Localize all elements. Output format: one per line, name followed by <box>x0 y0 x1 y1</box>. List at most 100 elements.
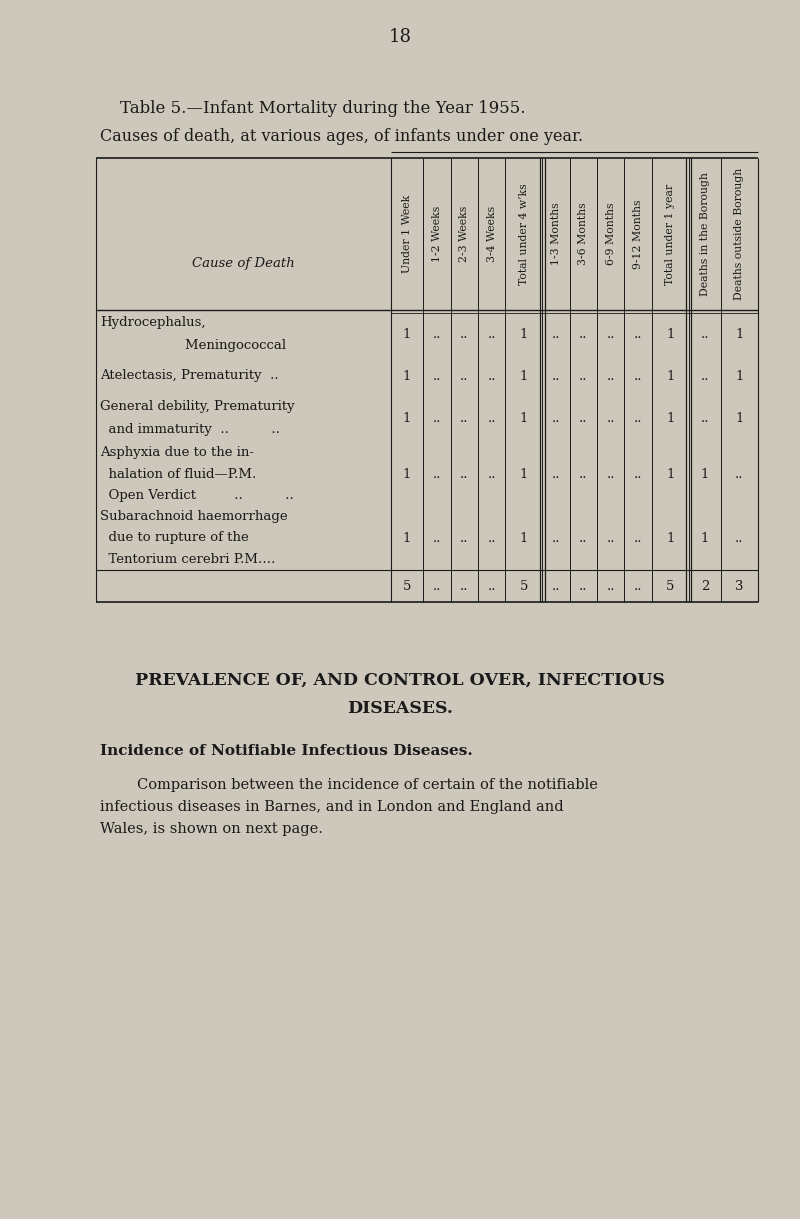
Text: 1: 1 <box>403 531 411 545</box>
Text: ..: .. <box>606 531 615 545</box>
Text: 1: 1 <box>701 468 709 480</box>
Text: 1: 1 <box>666 412 674 424</box>
Text: ..: .. <box>701 328 709 340</box>
Text: ..: .. <box>606 369 615 383</box>
Text: 1: 1 <box>520 468 528 480</box>
Text: ..: .. <box>460 579 469 592</box>
Text: ..: .. <box>552 412 560 424</box>
Text: Table 5.—Infant Mortality during the Year 1955.: Table 5.—Infant Mortality during the Yea… <box>120 100 526 117</box>
Text: Deaths in the Borough: Deaths in the Borough <box>700 172 710 296</box>
Text: ..: .. <box>552 468 560 480</box>
Text: ..: .. <box>487 328 496 340</box>
Text: 3-4 Weeks: 3-4 Weeks <box>486 206 497 262</box>
Text: Tentorium cerebri P.M.…: Tentorium cerebri P.M.… <box>100 553 275 566</box>
Text: halation of fluid—P.M.: halation of fluid—P.M. <box>100 468 256 480</box>
Text: ..: .. <box>433 531 441 545</box>
Text: ..: .. <box>487 579 496 592</box>
Text: ..: .. <box>487 369 496 383</box>
Text: Asphyxia due to the in-: Asphyxia due to the in- <box>100 446 254 460</box>
Text: Atelectasis, Prematurity  ..: Atelectasis, Prematurity .. <box>100 369 278 383</box>
Text: ..: .. <box>579 468 588 480</box>
Text: ..: .. <box>460 468 469 480</box>
Text: 1-3 Months: 1-3 Months <box>551 202 561 266</box>
Text: 18: 18 <box>389 28 411 46</box>
Text: ..: .. <box>579 531 588 545</box>
Text: PREVALENCE OF, AND CONTROL OVER, INFECTIOUS: PREVALENCE OF, AND CONTROL OVER, INFECTI… <box>135 672 665 689</box>
Text: ..: .. <box>634 531 642 545</box>
Text: infectious diseases in Barnes, and in London and England and: infectious diseases in Barnes, and in Lo… <box>100 800 564 814</box>
Text: due to rupture of the: due to rupture of the <box>100 531 249 545</box>
Text: ..: .. <box>433 579 441 592</box>
Text: ..: .. <box>487 531 496 545</box>
Text: Under 1 Week: Under 1 Week <box>402 195 412 273</box>
Text: 5: 5 <box>403 579 411 592</box>
Text: ..: .. <box>579 369 588 383</box>
Text: and immaturity  ..          ..: and immaturity .. .. <box>100 423 280 436</box>
Text: Wales, is shown on next page.: Wales, is shown on next page. <box>100 822 323 836</box>
Text: ..: .. <box>606 468 615 480</box>
Text: 6-9 Months: 6-9 Months <box>606 202 616 266</box>
Text: 5: 5 <box>666 579 674 592</box>
Text: Total under 4 w’ks: Total under 4 w’ks <box>518 183 529 285</box>
Text: 1: 1 <box>403 468 411 480</box>
Text: ..: .. <box>579 412 588 424</box>
Text: 1: 1 <box>666 531 674 545</box>
Text: 3: 3 <box>735 579 744 592</box>
Text: ..: .. <box>552 531 560 545</box>
Text: Open Verdict         ..          ..: Open Verdict .. .. <box>100 489 294 502</box>
Text: ..: .. <box>460 369 469 383</box>
Text: 2-3 Weeks: 2-3 Weeks <box>459 206 470 262</box>
Text: ..: .. <box>433 468 441 480</box>
Text: Total under 1 year: Total under 1 year <box>666 183 675 284</box>
Text: 1-2 Weeks: 1-2 Weeks <box>432 206 442 262</box>
Text: ..: .. <box>433 412 441 424</box>
Text: Causes of death, at various ages, of infants under one year.: Causes of death, at various ages, of inf… <box>100 128 583 145</box>
Text: 1: 1 <box>520 328 528 340</box>
Text: DISEASES.: DISEASES. <box>347 700 453 717</box>
Text: 1: 1 <box>666 369 674 383</box>
Text: 1: 1 <box>403 412 411 424</box>
Text: Meningococcal: Meningococcal <box>100 339 286 352</box>
Text: ..: .. <box>460 328 469 340</box>
Text: ..: .. <box>634 369 642 383</box>
Text: 1: 1 <box>666 468 674 480</box>
Text: ..: .. <box>606 412 615 424</box>
Text: 1: 1 <box>520 369 528 383</box>
Text: ..: .. <box>460 531 469 545</box>
Text: ..: .. <box>735 468 744 480</box>
Text: Cause of Death: Cause of Death <box>192 257 295 271</box>
Text: 1: 1 <box>403 369 411 383</box>
Text: 5: 5 <box>520 579 528 592</box>
Text: 1: 1 <box>701 531 709 545</box>
Text: ..: .. <box>634 468 642 480</box>
Text: ..: .. <box>460 412 469 424</box>
Text: 3-6 Months: 3-6 Months <box>578 202 588 266</box>
Text: Comparison between the incidence of certain of the notifiable: Comparison between the incidence of cert… <box>100 778 598 792</box>
Text: 1: 1 <box>403 328 411 340</box>
Text: ..: .. <box>634 579 642 592</box>
Text: ..: .. <box>552 579 560 592</box>
Text: ..: .. <box>634 328 642 340</box>
Text: ..: .. <box>487 468 496 480</box>
Text: ..: .. <box>634 412 642 424</box>
Text: ..: .. <box>606 328 615 340</box>
Text: 2: 2 <box>701 579 709 592</box>
Text: 1: 1 <box>735 369 744 383</box>
Text: General debility, Prematurity: General debility, Prematurity <box>100 400 294 413</box>
Text: 1: 1 <box>735 328 744 340</box>
Text: 1: 1 <box>666 328 674 340</box>
Text: Subarachnoid haemorrhage: Subarachnoid haemorrhage <box>100 511 288 523</box>
Text: ..: .. <box>433 369 441 383</box>
Text: Deaths outside Borough: Deaths outside Borough <box>734 168 745 300</box>
Text: ..: .. <box>579 328 588 340</box>
Text: ..: .. <box>579 579 588 592</box>
Text: ..: .. <box>552 328 560 340</box>
Text: Hydrocephalus,: Hydrocephalus, <box>100 316 206 329</box>
Text: ..: .. <box>433 328 441 340</box>
Text: ..: .. <box>552 369 560 383</box>
Text: ..: .. <box>701 412 709 424</box>
Text: Incidence of Notifiable Infectious Diseases.: Incidence of Notifiable Infectious Disea… <box>100 744 473 758</box>
Text: ..: .. <box>701 369 709 383</box>
Text: 1: 1 <box>735 412 744 424</box>
Text: 1: 1 <box>520 531 528 545</box>
